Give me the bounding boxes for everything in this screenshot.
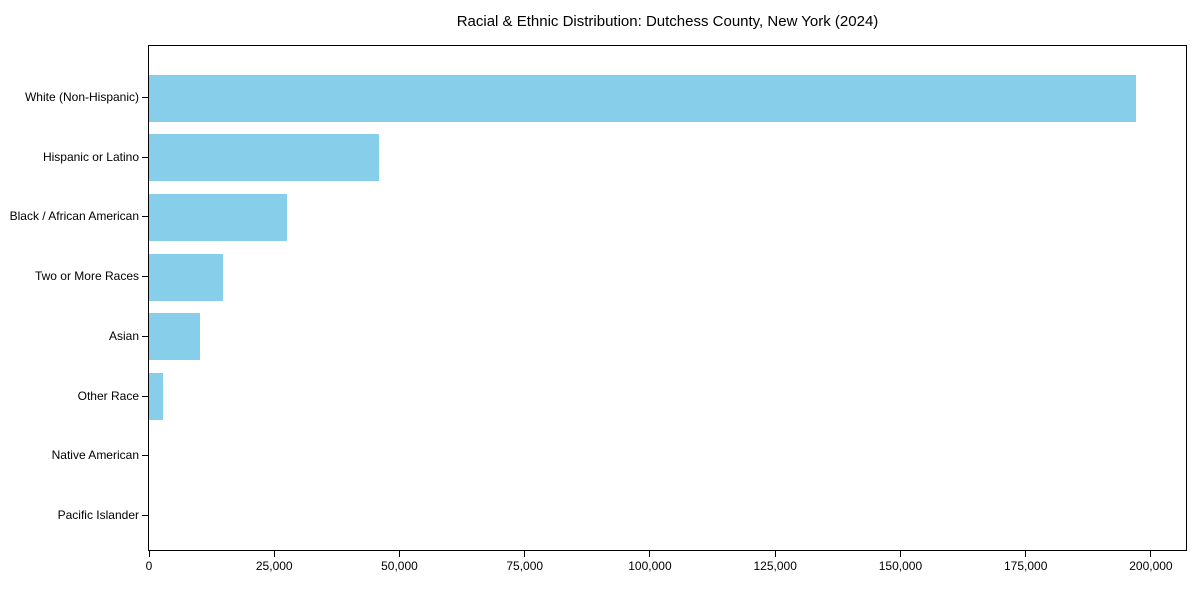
y-tick-label: Asian xyxy=(108,328,139,343)
bar xyxy=(149,193,287,241)
y-tick-mark xyxy=(142,395,148,397)
x-tick-mark xyxy=(1150,551,1152,557)
chart-title: Racial & Ethnic Distribution: Dutchess C… xyxy=(456,13,879,30)
x-tick-mark xyxy=(273,551,275,557)
y-tick-mark xyxy=(142,156,148,158)
x-tick-label: 200,000 xyxy=(1129,559,1173,573)
x-tick-mark xyxy=(524,551,526,557)
y-tick-mark xyxy=(142,455,148,457)
y-tick-label: Other Race xyxy=(77,388,139,403)
x-tick-label: 175,000 xyxy=(1003,559,1048,573)
x-tick-mark xyxy=(899,551,901,557)
x-tick-label: 25,000 xyxy=(255,559,293,573)
x-tick-mark xyxy=(148,551,150,557)
x-tick-mark xyxy=(1025,551,1027,557)
y-tick-mark xyxy=(142,514,148,516)
y-tick-label: White (Non-Hispanic) xyxy=(24,90,139,104)
x-tick-label: 0 xyxy=(145,559,153,573)
y-tick-mark xyxy=(142,216,148,218)
x-tick-mark xyxy=(398,551,400,557)
y-tick-label: Black / African American xyxy=(9,209,139,224)
x-tick-label: 125,000 xyxy=(753,559,797,573)
y-tick-label: Two or More Races xyxy=(34,269,139,284)
x-tick-mark xyxy=(649,551,651,557)
bar xyxy=(149,373,163,421)
y-tick-label: Hispanic or Latino xyxy=(42,149,139,164)
x-tick-label: 150,000 xyxy=(878,559,923,573)
y-tick-mark xyxy=(142,276,148,278)
y-tick-label: Native American xyxy=(51,448,139,463)
bar xyxy=(149,134,380,182)
y-tick-mark xyxy=(142,335,148,337)
bar xyxy=(149,74,1136,122)
x-tick-label: 100,000 xyxy=(628,559,672,573)
bar xyxy=(149,313,201,361)
y-tick-label: Pacific Islander xyxy=(57,507,139,522)
plot-area xyxy=(148,45,1187,551)
y-tick-mark xyxy=(142,97,148,98)
bar xyxy=(149,253,224,301)
x-tick-label: 75,000 xyxy=(506,559,544,573)
x-tick-mark xyxy=(774,551,776,557)
x-tick-label: 50,000 xyxy=(381,559,418,573)
